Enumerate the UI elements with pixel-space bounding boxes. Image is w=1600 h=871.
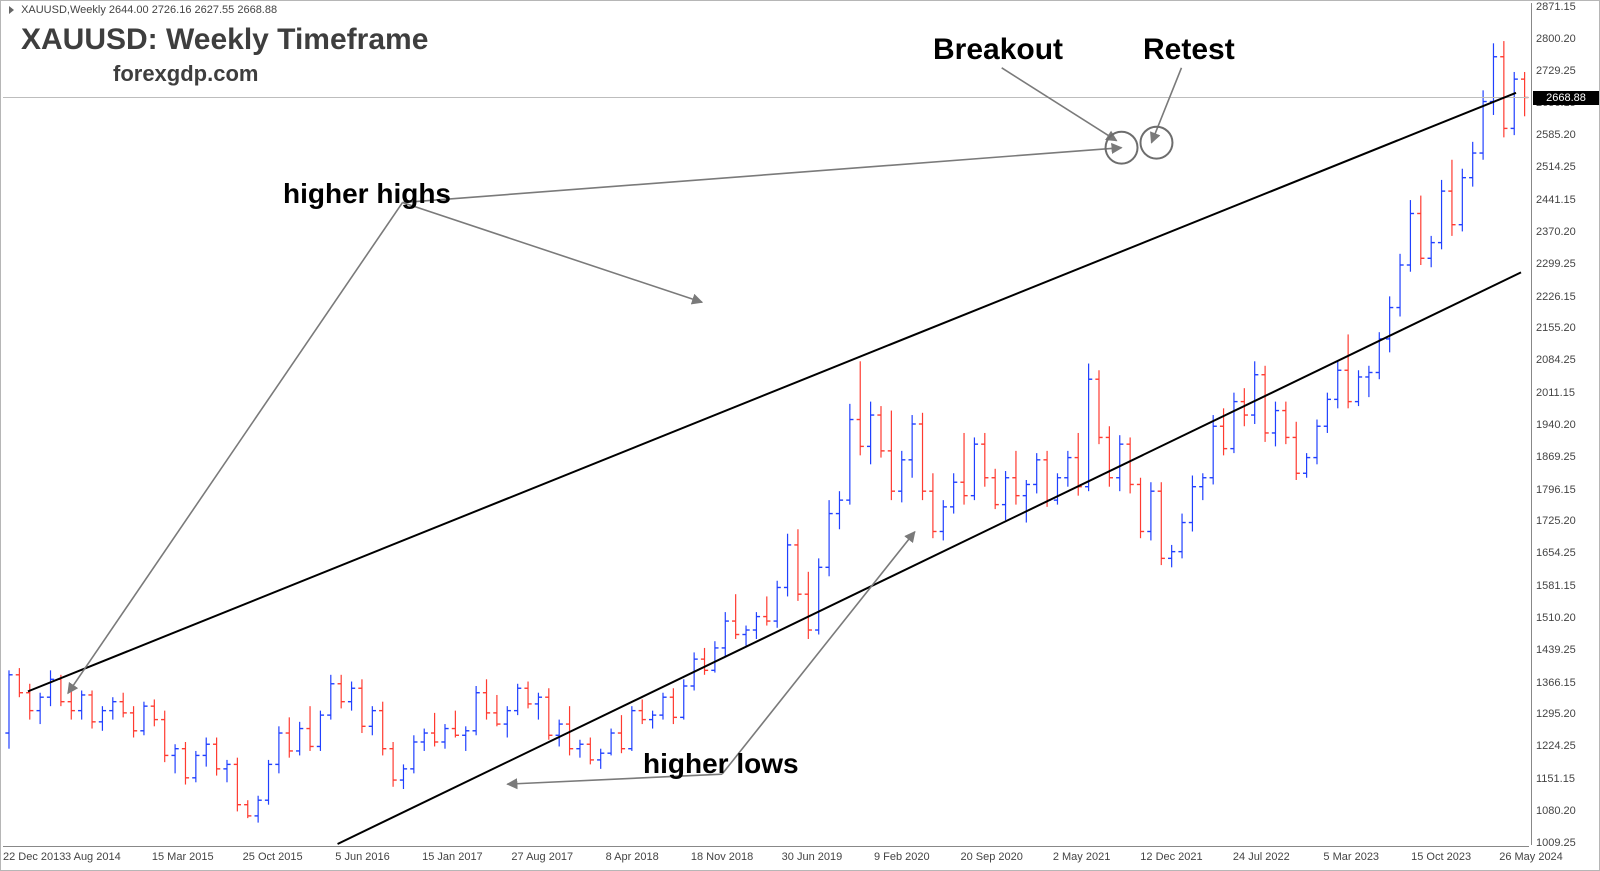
y-tick-label: 1796.15 <box>1536 484 1576 496</box>
pointer-line <box>68 203 403 694</box>
y-tick-label: 2155.20 <box>1536 322 1576 334</box>
x-tick-label: 24 Jul 2022 <box>1233 851 1290 863</box>
y-tick-label: 2514.25 <box>1536 161 1576 173</box>
overlay-layer <box>3 3 1529 845</box>
chart-window: XAUUSD,Weekly 2644.00 2726.16 2627.55 26… <box>0 0 1600 871</box>
y-tick-label: 1009.25 <box>1536 837 1576 849</box>
x-tick-label: 5 Jun 2016 <box>335 851 389 863</box>
x-tick-label: 26 May 2024 <box>1499 851 1563 863</box>
y-tick-label: 2226.15 <box>1536 291 1576 303</box>
y-axis: 2871.152800.202729.252656.152585.202514.… <box>1531 3 1599 845</box>
pointer-line <box>402 203 702 303</box>
x-tick-label: 27 Aug 2017 <box>511 851 573 863</box>
lower-trendline <box>338 272 1521 844</box>
y-tick-label: 1366.15 <box>1536 677 1576 689</box>
y-tick-label: 2441.15 <box>1536 194 1576 206</box>
pointer-line <box>1002 68 1117 141</box>
x-tick-label: 15 Oct 2023 <box>1411 851 1471 863</box>
y-tick-label: 1581.15 <box>1536 580 1576 592</box>
y-tick-label: 1654.25 <box>1536 547 1576 559</box>
y-tick-label: 1510.20 <box>1536 612 1576 624</box>
pointer-line <box>722 532 915 774</box>
x-tick-label: 3 Aug 2014 <box>65 851 121 863</box>
y-tick-label: 2299.25 <box>1536 258 1576 270</box>
x-axis: 22 Dec 20133 Aug 2014 15 Mar 2015 25 Oct 2… <box>3 846 1529 870</box>
chart-title: XAUUSD: Weekly Timeframe <box>21 23 428 57</box>
chart-subtitle: forexgdp.com <box>113 61 258 87</box>
y-tick-label: 2871.15 <box>1536 1 1576 13</box>
x-tick-label: 20 Sep 2020 <box>961 851 1023 863</box>
y-tick-label: 1080.20 <box>1536 805 1576 817</box>
x-tick-label: 2 May 2021 <box>1053 851 1110 863</box>
y-tick-label: 2084.25 <box>1536 354 1576 366</box>
y-tick-label: 1869.25 <box>1536 451 1576 463</box>
y-tick-label: 2011.15 <box>1536 387 1575 399</box>
x-tick-label: 5 Mar 2023 <box>1323 851 1379 863</box>
pointer-line <box>402 148 1121 203</box>
annotation-higher-highs: higher highs <box>283 178 451 210</box>
current-price-tag: 2668.88 <box>1533 91 1599 105</box>
y-tick-label: 1151.15 <box>1536 773 1575 785</box>
y-tick-label: 2585.20 <box>1536 129 1576 141</box>
x-tick-label: 22 Dec 2013 <box>3 851 65 863</box>
y-tick-label: 2729.25 <box>1536 65 1576 77</box>
plot-area[interactable]: XAUUSD: Weekly Timeframe forexgdp.com hi… <box>3 3 1529 845</box>
x-tick-label: 9 Feb 2020 <box>874 851 930 863</box>
y-tick-label: 2800.20 <box>1536 33 1576 45</box>
y-tick-label: 1295.20 <box>1536 708 1576 720</box>
annotation-retest: Retest <box>1143 33 1235 67</box>
y-tick-label: 1725.20 <box>1536 515 1576 527</box>
x-tick-label: 25 Oct 2015 <box>243 851 303 863</box>
x-tick-label: 12 Dec 2021 <box>1140 851 1202 863</box>
upper-trendline <box>28 93 1516 692</box>
annotation-higher-lows: higher lows <box>643 748 799 780</box>
x-tick-label: 18 Nov 2018 <box>691 851 753 863</box>
y-tick-label: 1439.25 <box>1536 644 1576 656</box>
y-tick-label: 2370.20 <box>1536 226 1576 238</box>
annotation-breakout: Breakout <box>933 33 1063 67</box>
x-tick-label: 15 Jan 2017 <box>422 851 483 863</box>
x-tick-label: 30 Jun 2019 <box>782 851 843 863</box>
x-tick-label: 15 Mar 2015 <box>152 851 214 863</box>
y-tick-label: 1940.20 <box>1536 419 1576 431</box>
y-tick-label: 1224.25 <box>1536 740 1576 752</box>
x-tick-label: 8 Apr 2018 <box>606 851 659 863</box>
